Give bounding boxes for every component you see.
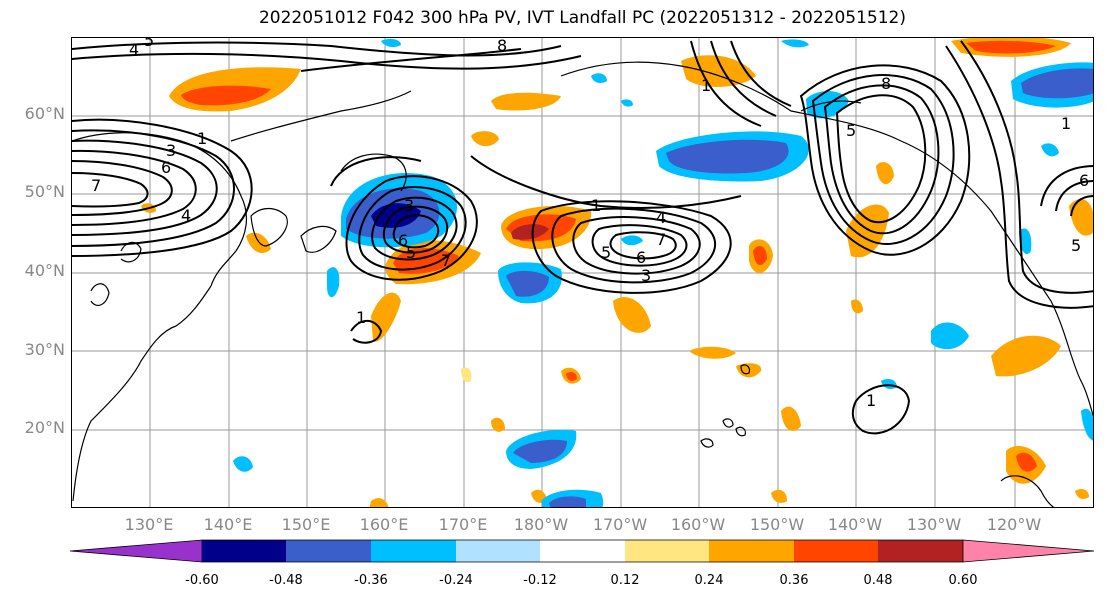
contour-label: 8: [881, 74, 891, 93]
contour-label: 7: [441, 251, 451, 270]
colorbar-tick: -0.36: [354, 573, 388, 588]
lon-label: 170°E: [438, 515, 488, 534]
contour-label: 1: [591, 196, 601, 215]
lon-label: 140°E: [203, 515, 253, 534]
colorbar-tick: -0.12: [523, 573, 557, 588]
colorbar-segment: [456, 540, 540, 562]
lon-label: 180°W: [513, 515, 569, 534]
contour-label: 5: [846, 121, 856, 140]
contour-label: 5: [406, 243, 416, 262]
lon-label: 160°W: [670, 515, 726, 534]
lon-label: 120°W: [986, 515, 1042, 534]
colorbar-segment: [962, 539, 1095, 563]
contour-label: 6: [161, 158, 171, 177]
contour-label: 1: [701, 76, 711, 95]
contour-label: 1: [866, 391, 876, 410]
colorbar: [70, 539, 1095, 563]
lon-label: 130°E: [124, 515, 174, 534]
colorbar-tick: 0.36: [779, 573, 809, 588]
colorbar-segment: [540, 540, 625, 562]
contour-label: 6: [398, 231, 408, 250]
colorbar-tick: -0.48: [269, 573, 303, 588]
map-canvas: 4 5 8 7 6 3 4 1 3 5 6 7 1 1 3 4 5 6 7 1 …: [72, 38, 1093, 507]
coastlines: [72, 61, 1093, 507]
lon-label: 150°E: [281, 515, 331, 534]
contour-label: 8: [497, 38, 507, 55]
colorbar-tick: -0.24: [439, 573, 473, 588]
colorbar-segment: [878, 540, 963, 562]
colorbar-tick: 0.48: [863, 573, 893, 588]
lat-label: 20°N: [24, 418, 65, 437]
lon-label: 160°E: [359, 515, 409, 534]
contour-label: 7: [656, 230, 666, 249]
contour-label: 7: [91, 176, 101, 195]
colorbar-segment: [70, 539, 203, 563]
contour-label: 1: [356, 308, 366, 327]
lat-label: 60°N: [24, 104, 65, 123]
lon-label: 150°W: [749, 515, 805, 534]
contour-label: 4: [129, 40, 139, 59]
lon-label: 130°W: [906, 515, 962, 534]
contour-label: 5: [1071, 236, 1081, 255]
contour-labels: 4 5 8 7 6 3 4 1 3 5 6 7 1 1 3 4 5 6 7 1 …: [91, 38, 1089, 410]
lon-label: 140°W: [827, 515, 883, 534]
colorbar-segment: [794, 540, 878, 562]
map-title: 2022051012 F042 300 hPa PV, IVT Landfall…: [258, 8, 906, 28]
colorbar-segment: [286, 540, 371, 562]
lon-label: 170°W: [592, 515, 648, 534]
contour-label: 3: [166, 141, 176, 160]
lat-label: 40°N: [24, 261, 65, 280]
contour-label: 6: [1079, 171, 1089, 190]
lat-label: 50°N: [24, 182, 65, 201]
lat-label: 30°N: [24, 340, 65, 359]
contour-label: 3: [404, 196, 414, 215]
colorbar-segment: [371, 540, 456, 562]
contour-label: 1: [197, 129, 207, 148]
contour-label: 1: [1061, 114, 1071, 133]
map-panel: 4 5 8 7 6 3 4 1 3 5 6 7 1 1 3 4 5 6 7 1 …: [71, 37, 1094, 508]
colorbar-tick: 0.12: [610, 573, 640, 588]
contour-label: 5: [144, 38, 154, 50]
graticule: [72, 38, 1093, 507]
contour-label: 4: [181, 206, 191, 225]
colorbar-tick: 0.60: [948, 573, 978, 588]
colorbar-tick: -0.60: [185, 573, 219, 588]
contour-label: 6: [636, 248, 646, 267]
colorbar-segment: [202, 540, 286, 562]
contour-label: 5: [601, 243, 611, 262]
colorbar-segment: [625, 540, 709, 562]
pv-contours: [72, 40, 1093, 435]
contour-label: 4: [656, 208, 666, 227]
contour-label: 3: [641, 266, 651, 285]
colorbar-segment: [709, 540, 794, 562]
colorbar-tick: 0.24: [694, 573, 724, 588]
